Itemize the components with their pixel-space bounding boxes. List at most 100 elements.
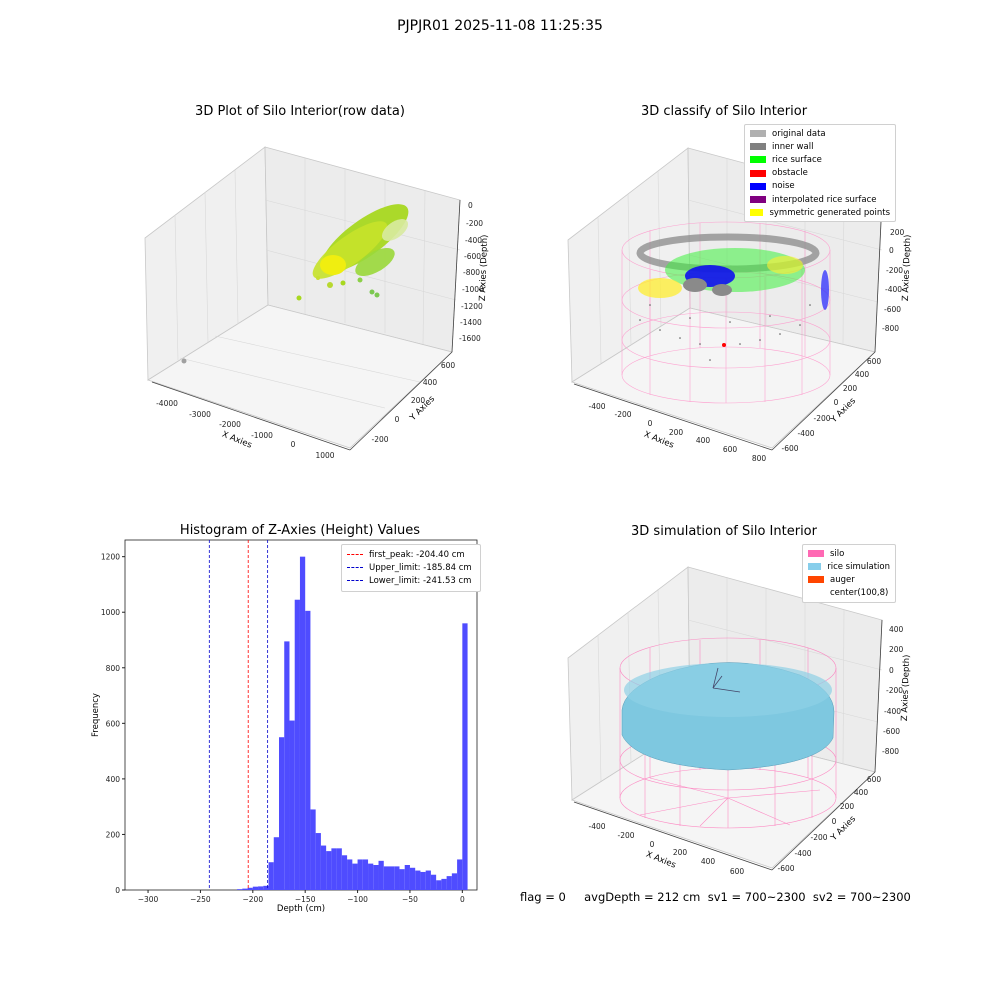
p4-xtick-4: 400: [701, 857, 716, 866]
p4-ylabel: Y Axies: [828, 814, 858, 844]
hist-bar: [310, 809, 316, 890]
p2-xtick-0: -400: [588, 402, 605, 411]
hist-xtick-label: −100: [347, 895, 368, 904]
p1-ytick-0: -200: [371, 435, 388, 444]
panel3-title: Histogram of Z-Axies (Height) Values: [179, 523, 421, 538]
legend-item: Upper_limit: -185.84 cm: [347, 561, 475, 574]
p1-ztick-6: -1200: [461, 302, 483, 311]
status-footer: flag = 0 avgDepth = 212 cm sv1 = 700~230…: [520, 890, 911, 904]
p2-ztick-4: -600: [884, 305, 901, 314]
p4-zlabel: Z Axies (Depth): [900, 654, 912, 721]
p2-xtick-3: 200: [669, 428, 684, 437]
p2-xtick-1: -200: [614, 410, 631, 419]
panel2-interp-dots: [639, 304, 811, 361]
p1-xtick-3: -1000: [251, 431, 273, 440]
hist-bar: [420, 871, 426, 890]
hist-ytick-label: 1000: [101, 608, 120, 617]
p2-ztick-3: -400: [885, 285, 902, 294]
p2-ztick-1: 0: [889, 246, 894, 255]
figure-title: PJPJR01 2025-11-08 11:25:35: [397, 18, 603, 34]
hist-ytick-label: 200: [106, 830, 121, 839]
p2-xtick-2: 0: [648, 419, 653, 428]
p1-xtick-0: -4000: [156, 399, 178, 408]
panel4-silo-mesh: [619, 637, 837, 829]
swatch-icon: [808, 563, 822, 571]
hist-bar: [462, 623, 468, 890]
legend-item: first_peak: -204.40 cm: [347, 548, 475, 561]
p4-ytick-6: 600: [867, 775, 882, 784]
hist-frame: [124, 539, 478, 891]
panel1-tick-labels: -4000 -3000 -2000 -1000 0 1000 -200 0 20…: [156, 201, 484, 460]
p1-ytick-3: 400: [423, 378, 438, 387]
legend-item: auger: [808, 573, 890, 586]
hist-bar: [242, 888, 248, 890]
hist-bar: [268, 862, 274, 890]
hist-bar: [415, 870, 421, 890]
hist-ylabel: Frequency: [91, 693, 101, 737]
p2-ytick-3: 0: [834, 398, 839, 407]
hist-bar: [299, 556, 306, 890]
hist-bar: [389, 866, 395, 890]
p1-xtick-4: 0: [291, 440, 296, 449]
p2-ytick-4: 200: [843, 384, 858, 393]
hist-xlabel: Depth (cm): [277, 904, 325, 914]
panel2-title: 3D classify of Silo Interior: [640, 104, 808, 119]
p1-ztick-2: -400: [465, 236, 482, 245]
hist-bar: [273, 837, 279, 890]
p1-ztick-8: -1600: [459, 334, 481, 343]
legend-item: silo: [808, 547, 890, 560]
panel1-title: 3D Plot of Silo Interior(row data): [195, 104, 405, 119]
p4-ztick-3: -200: [886, 686, 903, 695]
legend-item: symmetric generated points: [750, 206, 890, 219]
p1-xlabel: X Axies: [220, 430, 253, 451]
hist-bar: [263, 885, 269, 890]
hist-bar: [373, 865, 379, 890]
hist-bar: [446, 876, 452, 890]
swatch-icon: [750, 182, 766, 190]
swatch-icon: [750, 143, 766, 151]
legend-item: noise: [750, 180, 890, 193]
hist-bar: [294, 599, 300, 890]
p2-ytick-2: -200: [813, 414, 830, 423]
p2-ytick-5: 400: [855, 370, 870, 379]
p4-ztick-5: -600: [883, 727, 900, 736]
hist-xtick-label: −300: [138, 895, 159, 904]
p1-ytick-4: 600: [441, 361, 456, 370]
hist-ytick-label: 400: [106, 775, 121, 784]
p1-xtick-2: -2000: [219, 420, 241, 429]
p2-ytick-1: -400: [797, 429, 814, 438]
p1-ztick-1: -200: [466, 219, 483, 228]
p2-xlabel: X Axies: [642, 430, 675, 451]
hist-bar: [341, 855, 348, 890]
hist-bar: [362, 859, 369, 890]
hist-bar: [320, 845, 327, 890]
hist-bar: [409, 867, 416, 890]
hist-ytick-label: 1200: [101, 553, 120, 562]
p1-zlabel: Z Axies (Depth): [478, 234, 490, 301]
panel4-legend: silo rice simulation auger center(100,8): [802, 544, 896, 603]
p4-ytick-3: 0: [832, 817, 837, 826]
hist-bar: [279, 737, 285, 890]
hist-xtick-label: 0: [460, 895, 465, 904]
p4-xtick-5: 600: [730, 867, 745, 876]
panel2-tick-labels: -400 -200 0 200 400 600 800 -600 -400 -2…: [588, 228, 904, 463]
p2-ztick-0: 200: [890, 228, 905, 237]
p1-ztick-7: -1400: [460, 318, 482, 327]
p2-ytick-0: -600: [781, 444, 798, 453]
panel2-silo-mesh: [621, 221, 831, 404]
legend-item: obstacle: [750, 167, 890, 180]
legend-item: inner wall: [750, 140, 890, 153]
p4-ytick-0: -600: [777, 864, 794, 873]
swatch-icon: [750, 156, 766, 164]
legend-item: center(100,8): [808, 587, 890, 600]
p1-xtick-1: -3000: [189, 410, 211, 419]
p4-xlabel: X Axies: [644, 850, 677, 871]
hist-xtick-label: −150: [295, 895, 316, 904]
panel4-rice-surface: [621, 662, 835, 771]
p1-ytick-2: 200: [411, 396, 426, 405]
p4-ztick-2: 0: [889, 666, 894, 675]
hist-bar: [378, 860, 384, 890]
panel2-classified-points: [638, 248, 829, 347]
hist-bar: [336, 848, 342, 890]
hist-bar: [247, 887, 253, 890]
